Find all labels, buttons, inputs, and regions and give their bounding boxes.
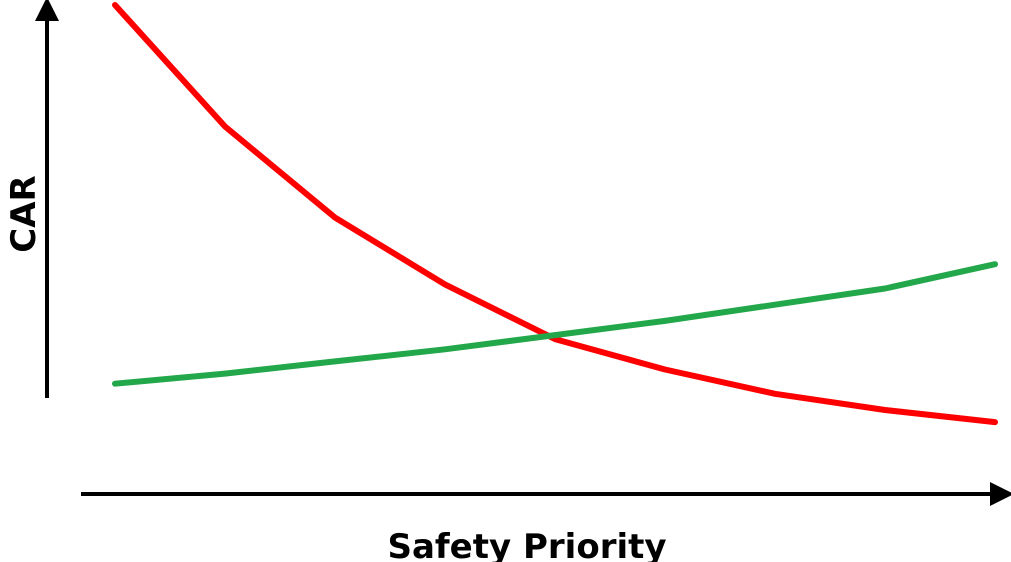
x-axis-label: Safety Priority	[387, 527, 666, 562]
y-axis-label: CAR	[4, 175, 44, 252]
series-line-1	[112, 2, 998, 426]
series-layer	[112, 2, 998, 426]
series-line-2	[112, 261, 998, 387]
